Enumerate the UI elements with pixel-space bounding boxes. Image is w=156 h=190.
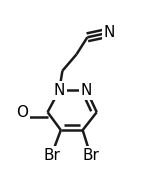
Text: N: N [81,83,92,98]
Text: N: N [54,83,65,98]
Text: O: O [17,105,29,120]
Text: N: N [104,25,115,40]
Text: Br: Br [82,148,99,163]
Text: Br: Br [43,148,60,163]
